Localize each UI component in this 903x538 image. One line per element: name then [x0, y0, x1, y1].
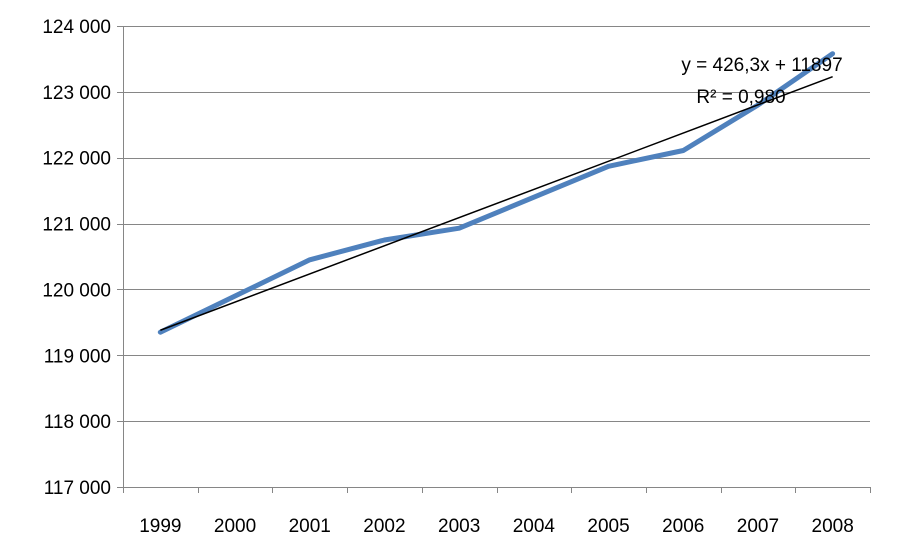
- y-tick-label: 124 000: [42, 17, 111, 38]
- x-tick-label: 2003: [438, 516, 480, 537]
- y-tick-label: 121 000: [42, 215, 111, 236]
- x-tick-label: 2000: [214, 516, 256, 537]
- axes: [117, 26, 871, 493]
- x-axis-tick-labels: 1999 2000 2001 2002 2003 2004 2005 2006 2007 2008: [139, 516, 854, 537]
- y-tick-label: 120 000: [42, 280, 111, 301]
- series-line: [157, 51, 836, 335]
- series-lines: [157, 51, 836, 335]
- y-tick-label: 118 000: [44, 412, 111, 433]
- x-tick-label: 2006: [662, 516, 704, 537]
- trendline: [160, 76, 833, 331]
- x-tick-label: 2007: [737, 516, 779, 537]
- x-tick-label: 2005: [587, 516, 629, 537]
- x-tick-label: 2001: [289, 516, 331, 537]
- y-tick-label: 123 000: [42, 83, 111, 104]
- y-tick-label: 117 000: [44, 478, 111, 499]
- trendline-equation: y = 426,3x + 11897: [681, 55, 842, 76]
- y-tick-label: 122 000: [42, 149, 111, 170]
- y-tick-label: 119 000: [44, 346, 111, 367]
- trendline-r-squared: R² = 0,980: [696, 87, 785, 108]
- x-tick-label: 2008: [812, 516, 854, 537]
- x-tick-label: 2004: [513, 516, 556, 537]
- trendline-annotations: y = 426,3x + 11897 R² = 0,980: [681, 55, 842, 108]
- gridlines: [123, 26, 870, 422]
- y-axis-tick-labels: 117 000 118 000 119 000 120 000 121 000 122 0…: [42, 17, 111, 499]
- x-tick-label: 1999: [139, 516, 181, 537]
- x-tick-label: 2002: [363, 516, 405, 537]
